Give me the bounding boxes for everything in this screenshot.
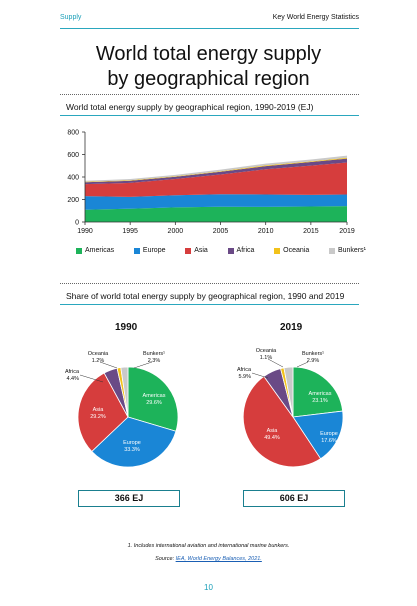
area-series-asia [85, 162, 347, 197]
chart-legend: Americas Europe Asia Africa Oceania Bunk… [76, 247, 366, 254]
pie-2019-slice-europe [292, 410, 344, 460]
area-chart: 0 200 400 600 800 1990 1995 2000 2005 2010 2015 201… [67, 130, 355, 236]
legend-swatch [227, 247, 234, 254]
legend-swatch [185, 247, 192, 254]
area-chart-title: World total energy supply by geographica… [66, 102, 314, 112]
y-tick-label: 400 [67, 175, 79, 182]
pie-2019-title: 2019 [280, 322, 303, 333]
header-rule [60, 28, 359, 29]
y-tick-label: 600 [67, 152, 79, 159]
source-note: Source: IEA, World Energy Balances, 2021… [0, 556, 417, 562]
dotted-divider [60, 94, 359, 95]
page-number: 10 [204, 583, 213, 592]
x-tick-label: 2019 [339, 228, 355, 235]
pie-leader-line [133, 361, 153, 369]
legend-label: Asia [194, 247, 208, 254]
pie-2019-label-americas: Americas 23.1% [309, 391, 332, 404]
section-rule [60, 304, 359, 305]
footnote: 1. Includes international aviation and i… [127, 543, 290, 549]
legend-swatch [133, 247, 140, 254]
pie-1990-label-americas: Americas 29.6% [143, 393, 166, 406]
page-title-line1: World total energy supply [95, 43, 322, 65]
pie-1990-label-africa: Africa 4.4% [65, 369, 80, 382]
legend-label: Americas [85, 247, 115, 254]
y-tick-label: 0 [75, 220, 79, 227]
pie-1990-slice-europe [91, 416, 177, 468]
pie-leader-line [296, 361, 309, 368]
pie-2019-slice-americas [292, 366, 344, 418]
page-title: World total energy supply by geographica… [0, 42, 417, 92]
x-tick-label: 1995 [122, 228, 138, 235]
pie-2019-slice-asia [242, 375, 322, 468]
x-tick-label: 2015 [303, 228, 319, 235]
legend-item-africa: Africa [227, 247, 255, 254]
x-tick-label: 2000 [168, 228, 184, 235]
legend-label: Europe [142, 247, 166, 254]
dotted-divider [60, 283, 359, 284]
pie-section-title: Share of world total energy supply by ge… [66, 291, 345, 301]
pie-2019-label-africa: Africa 5.9% [237, 367, 252, 380]
pie-1990-label-bunkers: Bunkers¹ 2.3% [143, 351, 165, 364]
source-link[interactable]: IEA, World Energy Balances, 2021. [175, 556, 262, 562]
pie-1990-slice-asia [77, 372, 129, 453]
pie-1990-title: 1990 [115, 322, 138, 333]
legend-item-americas: Americas [76, 247, 114, 254]
pie-1990-slice-bunkers [120, 366, 129, 418]
pie-2019-label-oceania: Oceania 1.1% [256, 348, 277, 361]
pie-1990-label-oceania: Oceania 1.2% [88, 351, 109, 364]
legend-item-oceania: Oceania [274, 247, 309, 254]
x-tick-label: 1990 [77, 228, 93, 235]
header-publication-title: Key World Energy Statistics [272, 14, 359, 21]
legend-item-bunkers: Bunkers¹ [328, 247, 366, 254]
pie-leader-line [251, 372, 269, 379]
pie-2019-label-bunkers: Bunkers¹ 2.9% [302, 351, 324, 364]
legend-item-europe: Europe [133, 247, 166, 254]
page-title-line2: by geographical region [107, 68, 310, 90]
total-2019-box: 606 EJ [243, 490, 345, 507]
total-1990-box: 366 EJ [78, 490, 180, 507]
area-series-europe [85, 194, 347, 210]
pie-leader-line [99, 361, 118, 369]
pie-leader-line [79, 374, 104, 383]
y-tick-label: 200 [67, 197, 79, 204]
pie-2019-label-asia: Asia 49.4% [264, 428, 280, 441]
legend-swatch [76, 247, 82, 254]
legend-label: Bunkers¹ [337, 247, 366, 254]
area-series-americas [85, 206, 347, 222]
source-prefix: Source: [155, 556, 176, 562]
pie-1990-label-asia: Asia 29.2% [90, 407, 106, 420]
pie-charts: Americas 29.6% Europe 33.3% Asia 29.2% Africa 4… [65, 348, 344, 468]
legend-label: Africa [236, 247, 255, 254]
pie-leader-line [267, 358, 284, 368]
section-rule [60, 115, 359, 116]
pie-1990-label-europe: Europe 33.3% [123, 440, 141, 453]
legend-swatch [328, 247, 335, 254]
legend-swatch [274, 247, 281, 254]
pie-2019-label-europe: Europe 17.6% [320, 431, 338, 444]
header-section-label: Supply [60, 14, 82, 21]
x-tick-label: 2010 [258, 228, 274, 235]
legend-label: Oceania [283, 247, 310, 254]
x-tick-label: 2005 [213, 228, 229, 235]
area-series-africa [85, 158, 347, 185]
y-tick-label: 800 [67, 130, 79, 137]
legend-item-asia: Asia [185, 247, 208, 254]
pie-2019-slice-bunkers [283, 366, 294, 418]
